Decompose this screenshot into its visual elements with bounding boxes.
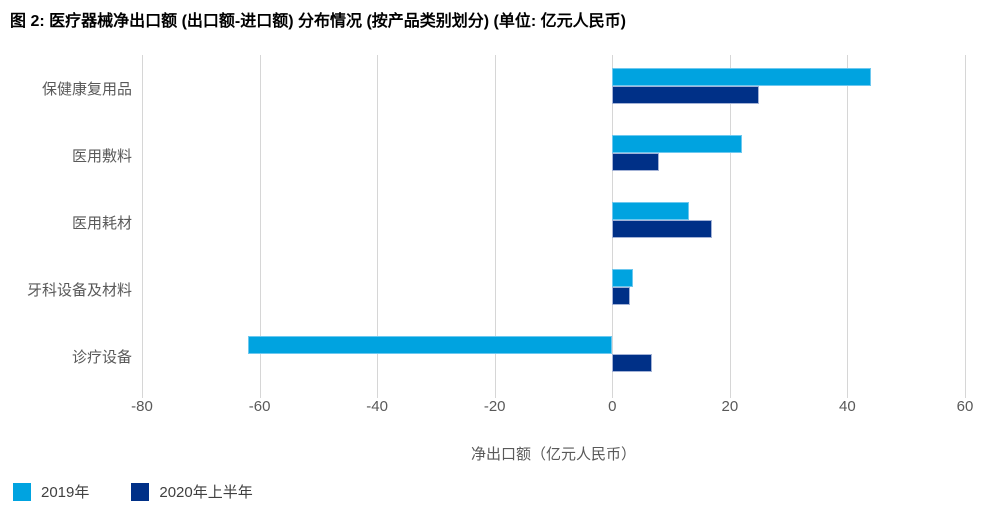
- legend-item-2019: 2019年: [13, 481, 89, 502]
- category-label-2: 医用耗材: [71, 215, 132, 232]
- legend-label-2020h1: 2020年上半年: [159, 484, 253, 501]
- chart-title: 图 2: 医疗器械净出口额 (出口额-进口额) 分布情况 (按产品类别划分) (…: [10, 13, 626, 30]
- bar-2020年上半年-保健康复用品: [612, 86, 760, 104]
- legend-item-2020h1: 2020年上半年: [131, 481, 253, 502]
- bar-2019年-诊疗设备: [247, 336, 613, 354]
- x-tick-label-0: 0: [608, 398, 617, 415]
- bar-2019年-保健康复用品: [612, 68, 871, 86]
- x-tick-label--20: -20: [483, 398, 506, 415]
- x-tick-label-20: 20: [721, 398, 739, 415]
- x-tick-label--80: -80: [131, 398, 153, 415]
- bar-2020年上半年-牙科设备及材料: [612, 287, 630, 305]
- plot-area: [142, 55, 966, 398]
- x-tick-label--60: -60: [248, 398, 271, 415]
- legend-swatch-2020h1: [131, 482, 150, 501]
- gridline--40: [377, 55, 379, 398]
- legend: 2019年 2020年上半年: [13, 481, 253, 502]
- category-label-3: 牙科设备及材料: [26, 282, 132, 299]
- bar-2019年-牙科设备及材料: [612, 269, 633, 287]
- legend-label-2019: 2019年: [41, 484, 90, 501]
- category-label-4: 诊疗设备: [71, 349, 132, 366]
- gridline-60: [965, 55, 966, 398]
- gridline-20: [729, 55, 731, 398]
- gridline--20: [494, 55, 496, 398]
- x-tick-label-60: 60: [956, 398, 974, 415]
- bar-2019年-医用敷料: [612, 135, 742, 153]
- bar-2020年上半年-诊疗设备: [612, 354, 652, 372]
- gridline-40: [847, 55, 849, 398]
- category-label-1: 医用敷料: [71, 148, 132, 165]
- category-label-0: 保健康复用品: [41, 81, 132, 98]
- x-tick-label-40: 40: [839, 398, 856, 415]
- bar-2019年-医用耗材: [612, 202, 689, 220]
- gridline--60: [259, 55, 261, 398]
- x-tick-label--40: -40: [366, 398, 388, 415]
- bar-2020年上半年-医用耗材: [612, 220, 713, 238]
- x-axis-title: 净出口额（亿元人民币）: [470, 446, 636, 463]
- gridline--80: [142, 55, 143, 398]
- category-axis: 保健康复用品医用敷料医用耗材牙科设备及材料诊疗设备: [0, 55, 132, 390]
- legend-swatch-2019: [13, 482, 31, 501]
- bar-2020年上半年-医用敷料: [612, 153, 660, 171]
